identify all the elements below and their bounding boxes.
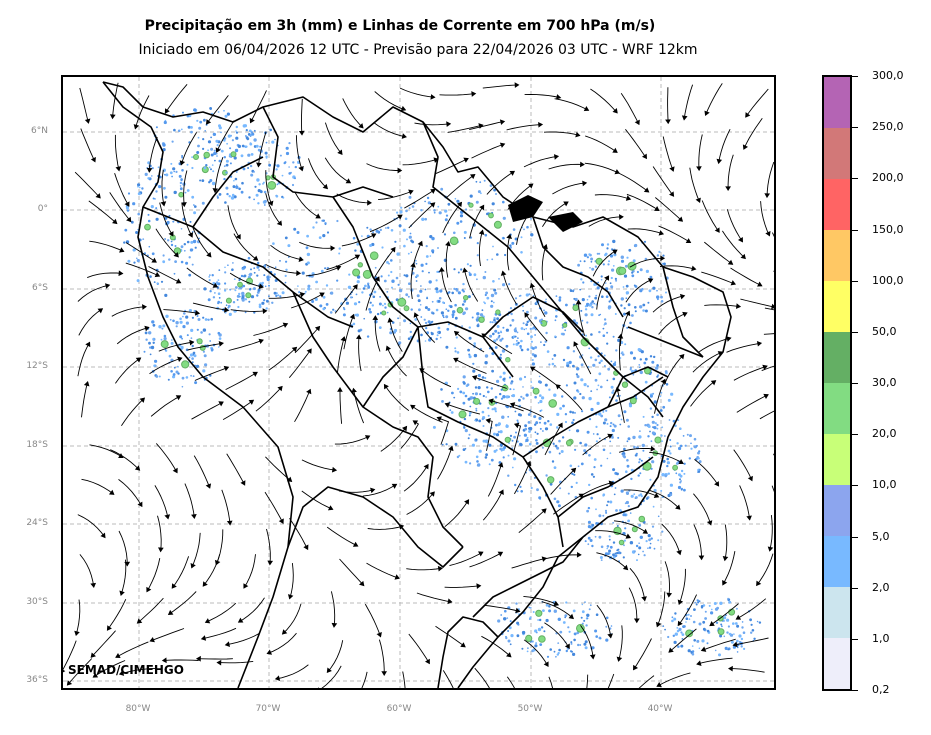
lon-label: 40°W (647, 704, 673, 714)
colorbar-label: 50,0 (872, 324, 897, 338)
colorbar-tick (852, 178, 858, 180)
colorbar-tick (852, 383, 858, 384)
lat-label: 18°S (26, 440, 48, 450)
map-title: Precipitação em 3h (mm) e Linhas de Corr… (144, 18, 656, 34)
colorbar-label: 300,0 (872, 69, 904, 82)
map-panel (61, 75, 776, 690)
colorbar-tick (852, 485, 858, 487)
lat-label: 6°S (32, 283, 48, 293)
colorbar-tick (852, 690, 858, 691)
colorbar-segment (824, 587, 850, 638)
country-borders (102, 81, 732, 688)
colorbar-label: 200,0 (872, 171, 904, 185)
lon-label: 70°W (255, 704, 281, 714)
watermark: SEMAD/CIMEHGO (68, 663, 184, 677)
colorbar-segment (824, 77, 850, 128)
colorbar-tick (852, 331, 858, 333)
colorbar-label: 250,0 (872, 120, 904, 134)
colorbar-label: 20,0 (872, 427, 897, 441)
colorbar-label: 0,2 (872, 683, 890, 696)
map-canvas (63, 77, 774, 688)
colorbar-segment (824, 638, 850, 689)
colorbar-segment (824, 230, 850, 281)
streamlines-layer (63, 82, 774, 688)
lat-label: 24°S (26, 518, 48, 528)
lat-label: 30°S (26, 597, 48, 607)
colorbar (822, 75, 852, 691)
colorbar-segment (824, 128, 850, 179)
colorbar-label: 10,0 (872, 478, 897, 492)
colorbar-tick (852, 229, 858, 231)
colorbar-tick (852, 76, 858, 77)
map-subtitle: Iniciado em 06/04/2026 12 UTC - Previsão… (138, 42, 698, 58)
colorbar-tick (852, 434, 858, 436)
lon-label: 50°W (517, 704, 543, 714)
lat-label: 0° (37, 204, 48, 214)
lat-label: 6°N (31, 126, 48, 136)
colorbar-segment (824, 281, 850, 332)
colorbar-tick (852, 280, 858, 282)
colorbar-tick (852, 638, 858, 640)
colorbar-tick (852, 587, 858, 589)
lat-label: 36°S (26, 675, 48, 685)
colorbar-label: 150,0 (872, 222, 904, 236)
colorbar-segment (824, 179, 850, 230)
colorbar-segment (824, 536, 850, 587)
lon-label: 80°W (125, 704, 151, 714)
colorbar-segment (824, 383, 850, 434)
colorbar-label: 5,0 (872, 529, 890, 543)
colorbar-segment (824, 434, 850, 485)
colorbar-segment (824, 485, 850, 536)
colorbar-label: 1,0 (872, 631, 890, 645)
colorbar-tick (852, 127, 858, 129)
colorbar-segment (824, 332, 850, 383)
lon-label: 60°W (386, 704, 412, 714)
colorbar-label: 100,0 (872, 273, 904, 287)
colorbar-label: 2,0 (872, 580, 890, 594)
colorbar-tick (852, 536, 858, 538)
colorbar-label: 30,0 (872, 376, 897, 389)
lat-label: 12°S (26, 361, 48, 371)
